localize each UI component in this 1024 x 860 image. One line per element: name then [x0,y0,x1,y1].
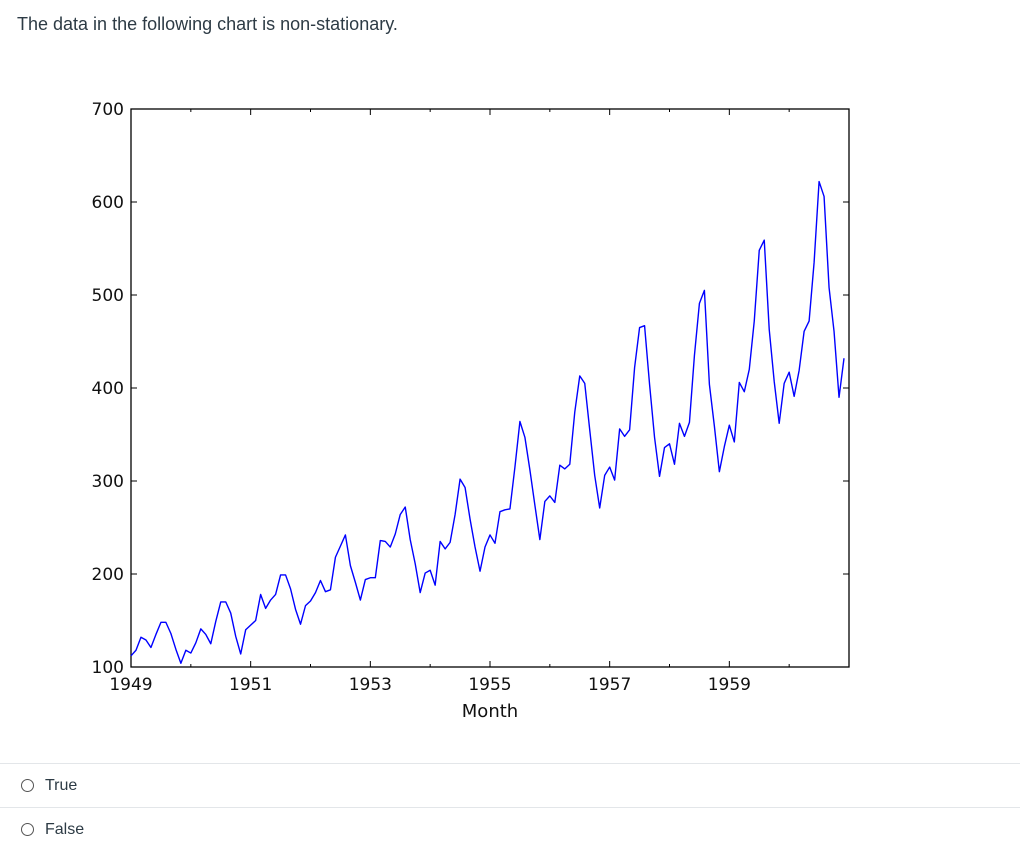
x-tick-label-1953: 1953 [349,675,392,695]
y-tick-label-700: 700 [92,100,124,120]
question-text: The data in the following chart is non-s… [17,14,398,34]
radio-true[interactable] [21,779,34,792]
x-axis-title: Month [462,701,518,722]
y-tick-label-500: 500 [92,286,124,306]
y-tick-label-100: 100 [92,658,124,678]
line-chart: 100 200 300 400 500 600 700 1949 1951 1953 1955 195… [92,100,850,722]
answer-choices: True False [0,763,1020,851]
x-tick-label-1949: 1949 [109,675,152,695]
x-tick-label-1955: 1955 [468,675,511,695]
choice-false[interactable]: False [0,807,1020,851]
choice-true-label[interactable]: True [45,776,78,794]
series-line-0 [130,180,845,664]
y-tick-label-200: 200 [92,565,124,585]
x-tick-label-1951: 1951 [229,675,272,695]
y-tick-label-600: 600 [92,193,124,213]
y-tick-label-300: 300 [92,472,124,492]
x-tick-label-1959: 1959 [708,675,751,695]
choice-false-label[interactable]: False [45,820,85,838]
plot-frame [130,108,850,668]
choice-true[interactable]: True [0,763,1020,807]
y-tick-label-400: 400 [92,379,124,399]
x-tick-label-1957: 1957 [588,675,631,695]
radio-false[interactable] [21,823,34,836]
